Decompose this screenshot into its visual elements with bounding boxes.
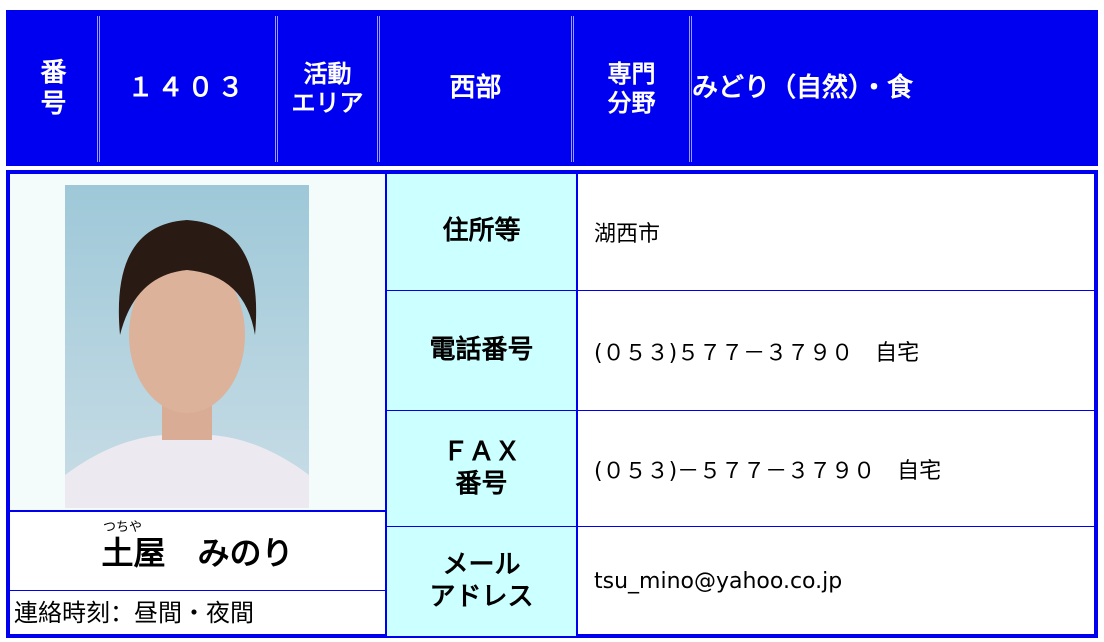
row-label: ＦＡＸ 番号: [385, 410, 578, 526]
text: メール: [442, 550, 521, 581]
row-value: 湖西市: [594, 222, 661, 247]
text: 専門: [607, 60, 656, 89]
body-frame: [6, 170, 1098, 638]
text: 番号: [455, 468, 508, 499]
text: みどり（自然）・食: [692, 73, 914, 104]
row-value: (０５３)５７７－３７９０ 自宅: [578, 290, 1094, 410]
header-cell: １４０３: [100, 16, 278, 162]
ruby: つちや: [102, 520, 142, 535]
text: 電話番号: [429, 334, 534, 365]
header-cell: 西部: [380, 16, 574, 162]
text: 分野: [607, 89, 656, 117]
text: １４０３: [127, 73, 248, 104]
name-cell: つちや 土屋 みのり: [10, 510, 385, 590]
row-value: tsu_mino@yahoo.co.jp: [578, 526, 1094, 636]
photo: [65, 185, 309, 508]
surname: 土屋: [101, 534, 166, 572]
text: ＦＡＸ: [442, 437, 521, 468]
text: 住所等: [442, 216, 521, 247]
header-cell: みどり（自然）・食: [692, 16, 1094, 162]
header-cell: 番号: [10, 16, 100, 162]
row-label: メール アドレス: [385, 526, 578, 636]
text: 西部: [449, 73, 502, 104]
text: 活動: [303, 60, 352, 89]
text: 番: [40, 57, 67, 88]
text: 号: [40, 89, 67, 119]
contact-time: 連絡時刻：昼間・夜間: [10, 590, 385, 634]
row-label: 電話番号: [385, 290, 578, 410]
text: アドレス: [429, 581, 534, 612]
row-label: 住所等: [385, 174, 578, 290]
text: エリア: [291, 89, 364, 117]
header-cell: 活動 エリア: [278, 16, 380, 162]
given-name: みのり: [197, 534, 294, 572]
row-value: (０５３)－５７７－３７９０ 自宅: [578, 410, 1094, 526]
header-cell: 専門 分野: [574, 16, 692, 162]
